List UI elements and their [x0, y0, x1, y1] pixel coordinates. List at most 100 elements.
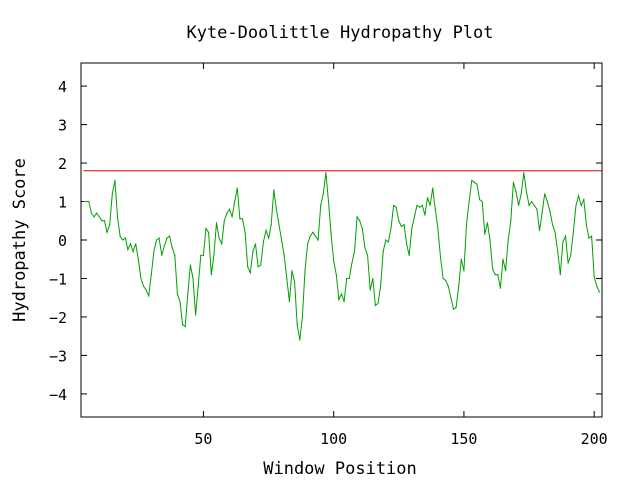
data-point	[382, 250, 384, 253]
data-point	[510, 220, 512, 222]
y-tick-label: −1	[49, 270, 67, 288]
data-point	[174, 254, 176, 256]
data-point	[340, 293, 343, 295]
data-point	[301, 316, 304, 318]
data-point	[567, 262, 569, 264]
data-point	[140, 277, 142, 280]
hydropathy-series-line	[83, 172, 600, 341]
data-point	[205, 227, 207, 230]
data-point	[533, 204, 535, 206]
data-point	[168, 235, 171, 237]
data-point	[512, 181, 515, 183]
data-point	[348, 277, 350, 280]
data-point	[333, 260, 335, 262]
data-point	[181, 324, 184, 326]
data-point	[489, 239, 491, 241]
data-point	[83, 200, 85, 203]
data-point	[515, 191, 517, 193]
data-point	[163, 245, 165, 247]
y-tick-label: 3	[58, 117, 67, 135]
data-point	[322, 193, 324, 195]
y-tick-label: −3	[49, 347, 67, 365]
data-point	[411, 227, 413, 230]
data-point	[484, 233, 486, 235]
data-point	[127, 249, 129, 251]
x-tick-label: 50	[194, 430, 212, 448]
data-point	[291, 270, 293, 272]
data-point	[236, 187, 238, 189]
data-point	[210, 274, 212, 276]
data-point	[145, 289, 147, 291]
data-point	[234, 200, 236, 203]
data-point	[390, 227, 392, 230]
data-point	[538, 229, 541, 231]
data-point	[476, 183, 478, 185]
data-point	[575, 204, 577, 206]
data-point	[96, 212, 98, 214]
data-point	[106, 231, 108, 233]
data-point	[471, 179, 473, 181]
data-point	[369, 289, 371, 291]
data-point	[150, 274, 152, 276]
data-point	[299, 339, 301, 341]
data-point	[361, 227, 363, 230]
data-point	[491, 268, 494, 270]
data-point	[588, 237, 590, 239]
data-point	[554, 231, 556, 233]
data-point	[93, 216, 95, 218]
data-point	[570, 254, 572, 256]
data-point	[278, 224, 280, 226]
y-tick-label: −2	[49, 309, 67, 327]
data-point	[195, 314, 197, 316]
data-point	[505, 270, 507, 272]
data-point	[580, 204, 582, 206]
data-point	[562, 241, 564, 243]
data-point	[296, 324, 298, 326]
data-point	[325, 172, 327, 174]
data-point	[148, 295, 150, 297]
data-point	[122, 239, 124, 241]
x-tick-label: 200	[581, 430, 608, 448]
data-point	[557, 250, 559, 253]
y-tick-label: 0	[58, 232, 67, 250]
data-point	[585, 224, 587, 226]
data-point	[202, 254, 205, 256]
data-point	[320, 204, 322, 206]
data-point	[85, 200, 87, 203]
x-axis: 50 100 150 200	[194, 63, 608, 448]
data-point	[413, 216, 416, 218]
data-point	[187, 293, 189, 295]
data-point	[249, 272, 251, 274]
data-point	[455, 306, 457, 308]
data-point	[518, 204, 520, 206]
data-point	[541, 212, 543, 214]
data-point	[356, 216, 358, 218]
data-point	[260, 264, 262, 266]
data-point	[497, 274, 499, 276]
data-point	[265, 229, 267, 231]
data-point	[478, 198, 481, 201]
data-point	[226, 212, 228, 214]
data-point	[218, 237, 220, 239]
data-point	[377, 302, 379, 305]
data-point	[458, 285, 460, 287]
data-point	[366, 254, 369, 256]
data-point	[111, 193, 113, 195]
data-point	[429, 204, 431, 206]
data-points	[83, 172, 600, 341]
data-point	[294, 281, 296, 283]
data-point	[119, 235, 121, 237]
data-point	[286, 277, 288, 280]
x-tick-label: 100	[320, 430, 347, 448]
data-point	[137, 258, 139, 260]
data-point	[109, 224, 111, 226]
data-point	[270, 224, 272, 226]
data-point	[596, 285, 598, 287]
data-point	[275, 208, 277, 210]
data-point	[447, 285, 449, 287]
y-tick-label: 2	[58, 155, 67, 173]
data-point	[351, 262, 353, 264]
data-point	[450, 297, 452, 299]
data-point	[374, 304, 376, 307]
